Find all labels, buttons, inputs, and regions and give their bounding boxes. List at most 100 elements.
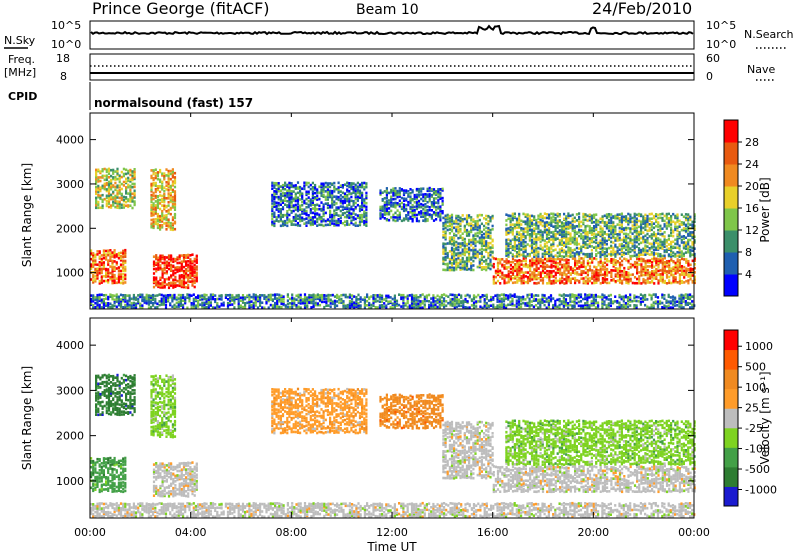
power-cell [95, 172, 98, 175]
power-cell [152, 264, 156, 267]
power-cell [154, 222, 157, 226]
power-cell [463, 224, 466, 228]
power-cell [657, 258, 660, 261]
power-cell [424, 199, 427, 202]
power-cell [678, 251, 681, 254]
power-cell [309, 216, 312, 220]
power-cell [273, 193, 276, 196]
power-cell [487, 214, 490, 218]
power-cell [582, 270, 585, 273]
power-cell [526, 252, 529, 256]
power-cell [321, 293, 324, 297]
power-cell [167, 201, 170, 204]
power-cell [365, 220, 368, 224]
power-cell [248, 298, 251, 302]
power-cell [284, 194, 287, 197]
power-cell [288, 189, 291, 192]
power-cell [586, 277, 589, 281]
power-cell [102, 267, 105, 271]
power-cell [507, 227, 510, 230]
power-cell [505, 223, 508, 227]
power-cell [132, 303, 135, 306]
power-cell [156, 302, 159, 306]
power-cell [169, 206, 172, 210]
power-cell [586, 282, 589, 285]
power-cell [161, 174, 164, 177]
power-cell [154, 196, 157, 199]
power-cell [663, 238, 666, 241]
power-cell [189, 258, 192, 261]
power-cell [110, 187, 113, 191]
power-cell [171, 299, 174, 303]
power-cell [472, 253, 475, 257]
power-cell [122, 299, 125, 303]
power-cell [607, 233, 611, 236]
power-cell [303, 306, 307, 309]
power-cell [164, 298, 168, 301]
power-cell [582, 281, 585, 285]
power-cell [307, 219, 310, 223]
power-cell [109, 276, 112, 279]
power-cell [554, 248, 557, 251]
power-cell [597, 231, 600, 234]
power-cell [461, 244, 464, 247]
power-cell [476, 234, 479, 238]
power-cell [107, 167, 111, 171]
power-cell [622, 218, 626, 222]
power-cell [494, 275, 497, 279]
power-cell [595, 213, 598, 216]
power-cell [189, 271, 192, 275]
power-cell [623, 269, 626, 273]
power-cell [191, 284, 194, 287]
power-cell [105, 204, 108, 208]
power-cell [361, 220, 364, 223]
power-cell [518, 279, 521, 282]
power-cell [147, 301, 150, 305]
power-cell [167, 278, 171, 281]
power-cell [294, 219, 297, 223]
power-cell [159, 260, 162, 263]
power-cell [552, 261, 555, 265]
power-cell [567, 254, 570, 258]
power-cell [591, 261, 594, 264]
power-cell [461, 241, 464, 245]
power-cell [439, 205, 442, 208]
power-cell [676, 267, 679, 270]
power-cell [618, 274, 622, 277]
power-cell [533, 227, 536, 230]
power-cell [379, 215, 382, 218]
power-cell [535, 218, 538, 222]
power-cell [426, 200, 429, 204]
power-cell [637, 219, 641, 223]
power-cell [610, 261, 613, 264]
power-cell [117, 275, 120, 278]
power-cell [545, 232, 549, 236]
power-cell [567, 225, 570, 228]
power-cell [314, 191, 317, 195]
power-cell [340, 299, 343, 303]
power-cell [133, 174, 136, 177]
power-cell [341, 202, 344, 205]
power-cell [548, 248, 551, 252]
power-cell [450, 216, 454, 219]
power-cell [678, 235, 681, 238]
power-cell [420, 215, 423, 218]
power-cell [178, 268, 181, 271]
power-cell [505, 240, 508, 243]
power-cell [548, 240, 551, 243]
power-cell [275, 208, 278, 211]
power-cell [346, 214, 349, 217]
power-cell [511, 230, 514, 234]
power-cell [111, 268, 114, 271]
power-cell [554, 224, 557, 228]
power-cell [286, 185, 289, 188]
power-cell [354, 187, 357, 190]
power-cell [114, 197, 117, 201]
power-cell [513, 223, 516, 226]
power-cell [99, 206, 102, 209]
power-cell [567, 223, 570, 226]
power-cell [576, 267, 579, 270]
nsearch-top-tick: 10^5 [706, 19, 736, 32]
power-cell [152, 197, 155, 201]
power-cell [453, 239, 456, 243]
